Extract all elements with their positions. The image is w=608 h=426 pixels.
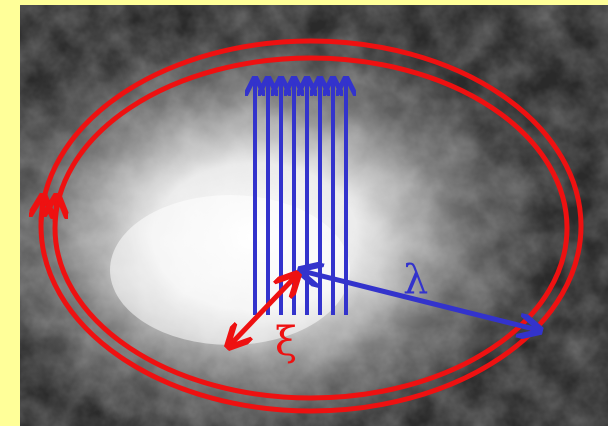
page: λ ξ (() => { const data = JSON.parse(doc… [0, 0, 608, 426]
cloud-texture [20, 5, 608, 426]
ring-arrow [41, 198, 43, 222]
diagram: λ ξ [0, 0, 608, 426]
bright-core [110, 195, 350, 345]
lambda-label: λ [403, 257, 428, 303]
ring-arrow [55, 198, 57, 222]
xi-label: ξ [275, 319, 297, 365]
